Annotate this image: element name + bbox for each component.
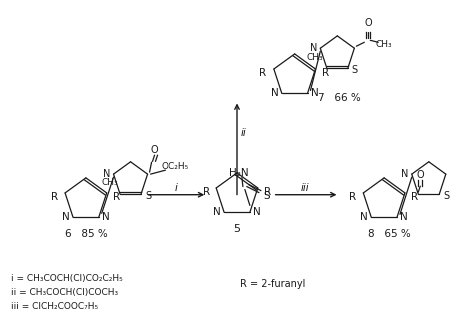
Text: N: N (62, 212, 70, 222)
Text: N: N (401, 169, 409, 179)
Text: S: S (264, 192, 270, 202)
Text: CH₃: CH₃ (376, 40, 392, 49)
Text: i: i (175, 183, 178, 193)
Text: N: N (400, 212, 408, 222)
Text: R: R (113, 192, 120, 202)
Text: O: O (417, 170, 424, 180)
Text: R: R (264, 187, 271, 197)
Text: ii = CH₃COCH(Cl)COCH₃: ii = CH₃COCH(Cl)COCH₃ (11, 288, 119, 297)
Text: R: R (411, 192, 419, 202)
Text: 6   85 %: 6 85 % (64, 229, 107, 239)
Text: N: N (310, 43, 317, 53)
Text: N: N (271, 89, 279, 99)
Text: S: S (443, 191, 449, 201)
Text: 5: 5 (234, 224, 240, 234)
Text: iii = ClCH₂COOC₇H₅: iii = ClCH₂COOC₇H₅ (11, 302, 99, 311)
Text: N: N (102, 212, 109, 222)
Text: O: O (365, 18, 372, 28)
Text: i = CH₃COCH(Cl)CO₂C₂H₅: i = CH₃COCH(Cl)CO₂C₂H₅ (11, 275, 123, 284)
Text: S: S (352, 65, 358, 75)
Text: ii: ii (241, 128, 247, 138)
Text: R: R (349, 192, 356, 202)
Text: R: R (51, 192, 58, 202)
Text: N: N (213, 207, 221, 217)
Text: R: R (259, 68, 266, 78)
Text: 7   66 %: 7 66 % (318, 93, 361, 103)
Text: N: N (360, 212, 368, 222)
Text: N: N (103, 169, 110, 179)
Text: R: R (322, 68, 329, 78)
Text: R = 2-furanyl: R = 2-furanyl (240, 279, 305, 289)
Text: CH₃: CH₃ (307, 53, 323, 62)
Text: R: R (203, 187, 210, 197)
Text: O: O (151, 145, 158, 155)
Text: 8   65 %: 8 65 % (368, 229, 410, 239)
Text: S: S (145, 191, 151, 201)
Text: iii: iii (301, 183, 309, 193)
Text: N: N (310, 89, 319, 99)
Text: CH₃: CH₃ (102, 178, 118, 187)
Text: H₂N: H₂N (229, 168, 249, 178)
Text: N: N (253, 207, 261, 217)
Text: OC₂H₅: OC₂H₅ (162, 162, 189, 171)
